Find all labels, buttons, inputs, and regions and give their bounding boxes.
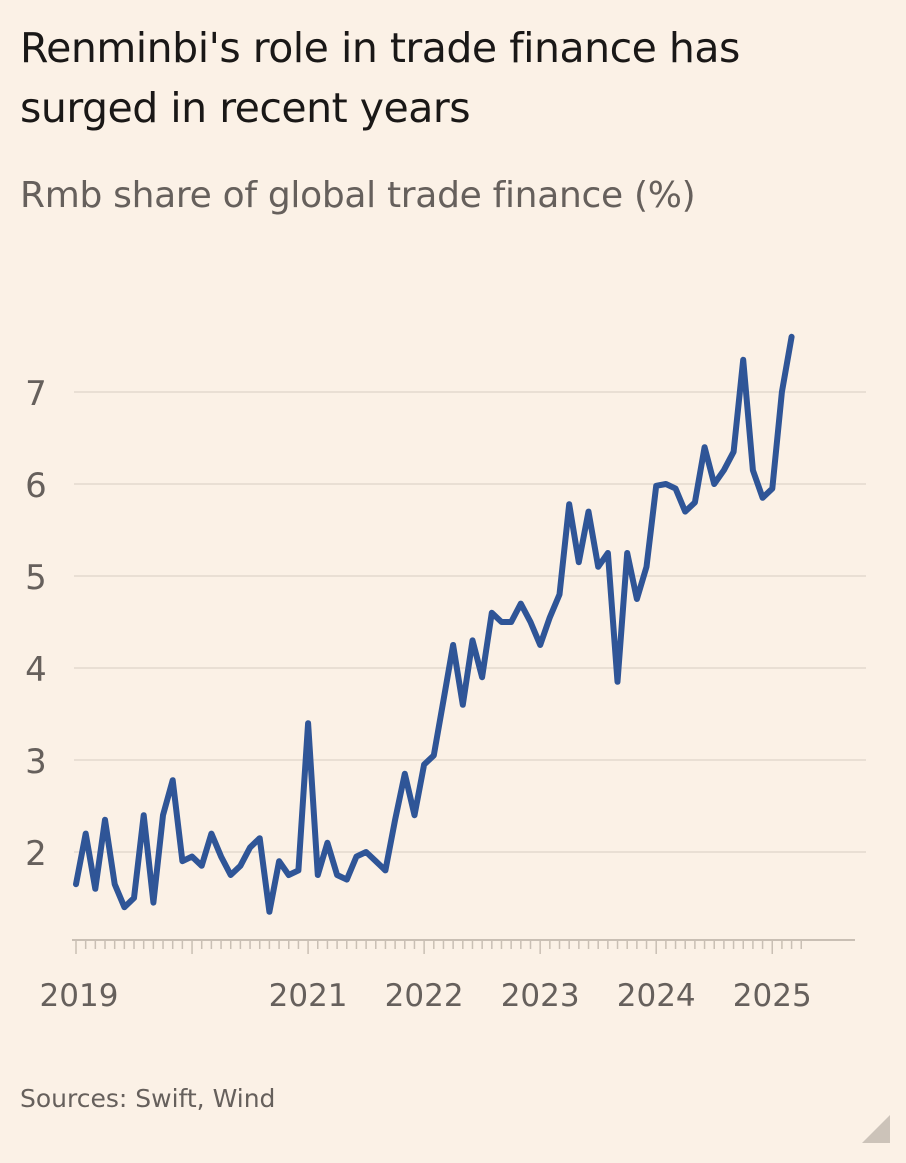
data-point (634, 596, 640, 602)
data-point (740, 357, 746, 363)
data-point (479, 674, 485, 680)
chart-title: Renminbi's role in trade finance has sur… (20, 24, 740, 132)
data-point (237, 863, 243, 869)
data-point (731, 449, 737, 455)
data-point (547, 614, 553, 620)
data-point (276, 858, 282, 864)
data-point (702, 444, 708, 450)
data-point (557, 591, 563, 597)
data-point (402, 771, 408, 777)
data-point (344, 877, 350, 883)
data-point (653, 483, 659, 489)
data-point (295, 867, 301, 873)
data-point (218, 854, 224, 860)
data-point (508, 619, 514, 625)
data-point (150, 900, 156, 906)
data-point (83, 831, 89, 837)
data-point (160, 812, 166, 818)
data-point (586, 509, 592, 515)
data-point (199, 863, 205, 869)
data-point (576, 559, 582, 565)
x-tick-label: 2019 (40, 978, 119, 1014)
data-point (789, 334, 795, 340)
series-line-rmb-share (73, 333, 795, 915)
x-tick-label: 2024 (617, 978, 696, 1014)
x-tick-label: 2023 (501, 978, 580, 1014)
x-axis (72, 939, 855, 954)
data-point (266, 909, 272, 915)
data-point (189, 854, 195, 860)
x-tick-label: 2022 (385, 978, 464, 1014)
data-point (527, 619, 533, 625)
data-point (373, 858, 379, 864)
x-tick-label: 2025 (733, 978, 812, 1014)
data-point (286, 872, 292, 878)
data-point (595, 564, 601, 570)
data-point (170, 777, 176, 783)
resize-corner-icon (862, 1115, 890, 1143)
y-tick-label: 6 (25, 466, 47, 506)
data-point (228, 872, 234, 878)
data-point (131, 895, 137, 901)
data-point (644, 564, 650, 570)
data-point (663, 481, 669, 487)
data-point (615, 679, 621, 685)
data-point (489, 610, 495, 616)
data-point (769, 486, 775, 492)
data-point (673, 486, 679, 492)
data-point (392, 817, 398, 823)
data-point (760, 495, 766, 501)
y-axis: 2 3 4 5 6 7 (25, 374, 47, 874)
data-point (450, 642, 456, 648)
data-point (566, 501, 572, 507)
data-point (537, 642, 543, 648)
series-layer (73, 333, 795, 915)
data-point (102, 817, 108, 823)
x-axis-labels: 2019 2021 2022 2023 2024 2025 (40, 978, 812, 1014)
data-point (382, 867, 388, 873)
data-point (750, 467, 756, 473)
chart-subtitle: Rmb share of global trade finance (%) (20, 175, 696, 216)
data-point (353, 854, 359, 860)
data-point (73, 881, 79, 887)
data-point (498, 619, 504, 625)
data-point (411, 812, 417, 818)
data-point (257, 835, 263, 841)
data-point (469, 637, 475, 643)
gridlines (74, 391, 866, 853)
data-point (121, 904, 127, 910)
data-point (208, 831, 214, 837)
data-point (624, 550, 630, 556)
data-point (363, 849, 369, 855)
y-tick-label: 5 (25, 558, 47, 598)
data-point (421, 762, 427, 768)
x-tick-label: 2021 (269, 978, 348, 1014)
data-point (179, 858, 185, 864)
y-tick-label: 2 (25, 834, 47, 874)
data-point (779, 389, 785, 395)
data-point (692, 499, 698, 505)
data-point (305, 720, 311, 726)
data-point (440, 697, 446, 703)
data-point (315, 872, 321, 878)
source-note: Sources: Swift, Wind (20, 1084, 276, 1113)
data-point (682, 509, 688, 515)
data-point (605, 550, 611, 556)
y-tick-label: 3 (25, 742, 47, 782)
data-point (247, 844, 253, 850)
data-point (431, 752, 437, 758)
data-point (518, 601, 524, 607)
data-point (141, 812, 147, 818)
data-point (112, 881, 118, 887)
data-point (334, 872, 340, 878)
y-tick-label: 4 (25, 650, 47, 690)
data-point (711, 481, 717, 487)
data-point (92, 886, 98, 892)
data-point (324, 840, 330, 846)
y-tick-label: 7 (25, 374, 47, 414)
data-point (460, 702, 466, 708)
data-point (721, 467, 727, 473)
